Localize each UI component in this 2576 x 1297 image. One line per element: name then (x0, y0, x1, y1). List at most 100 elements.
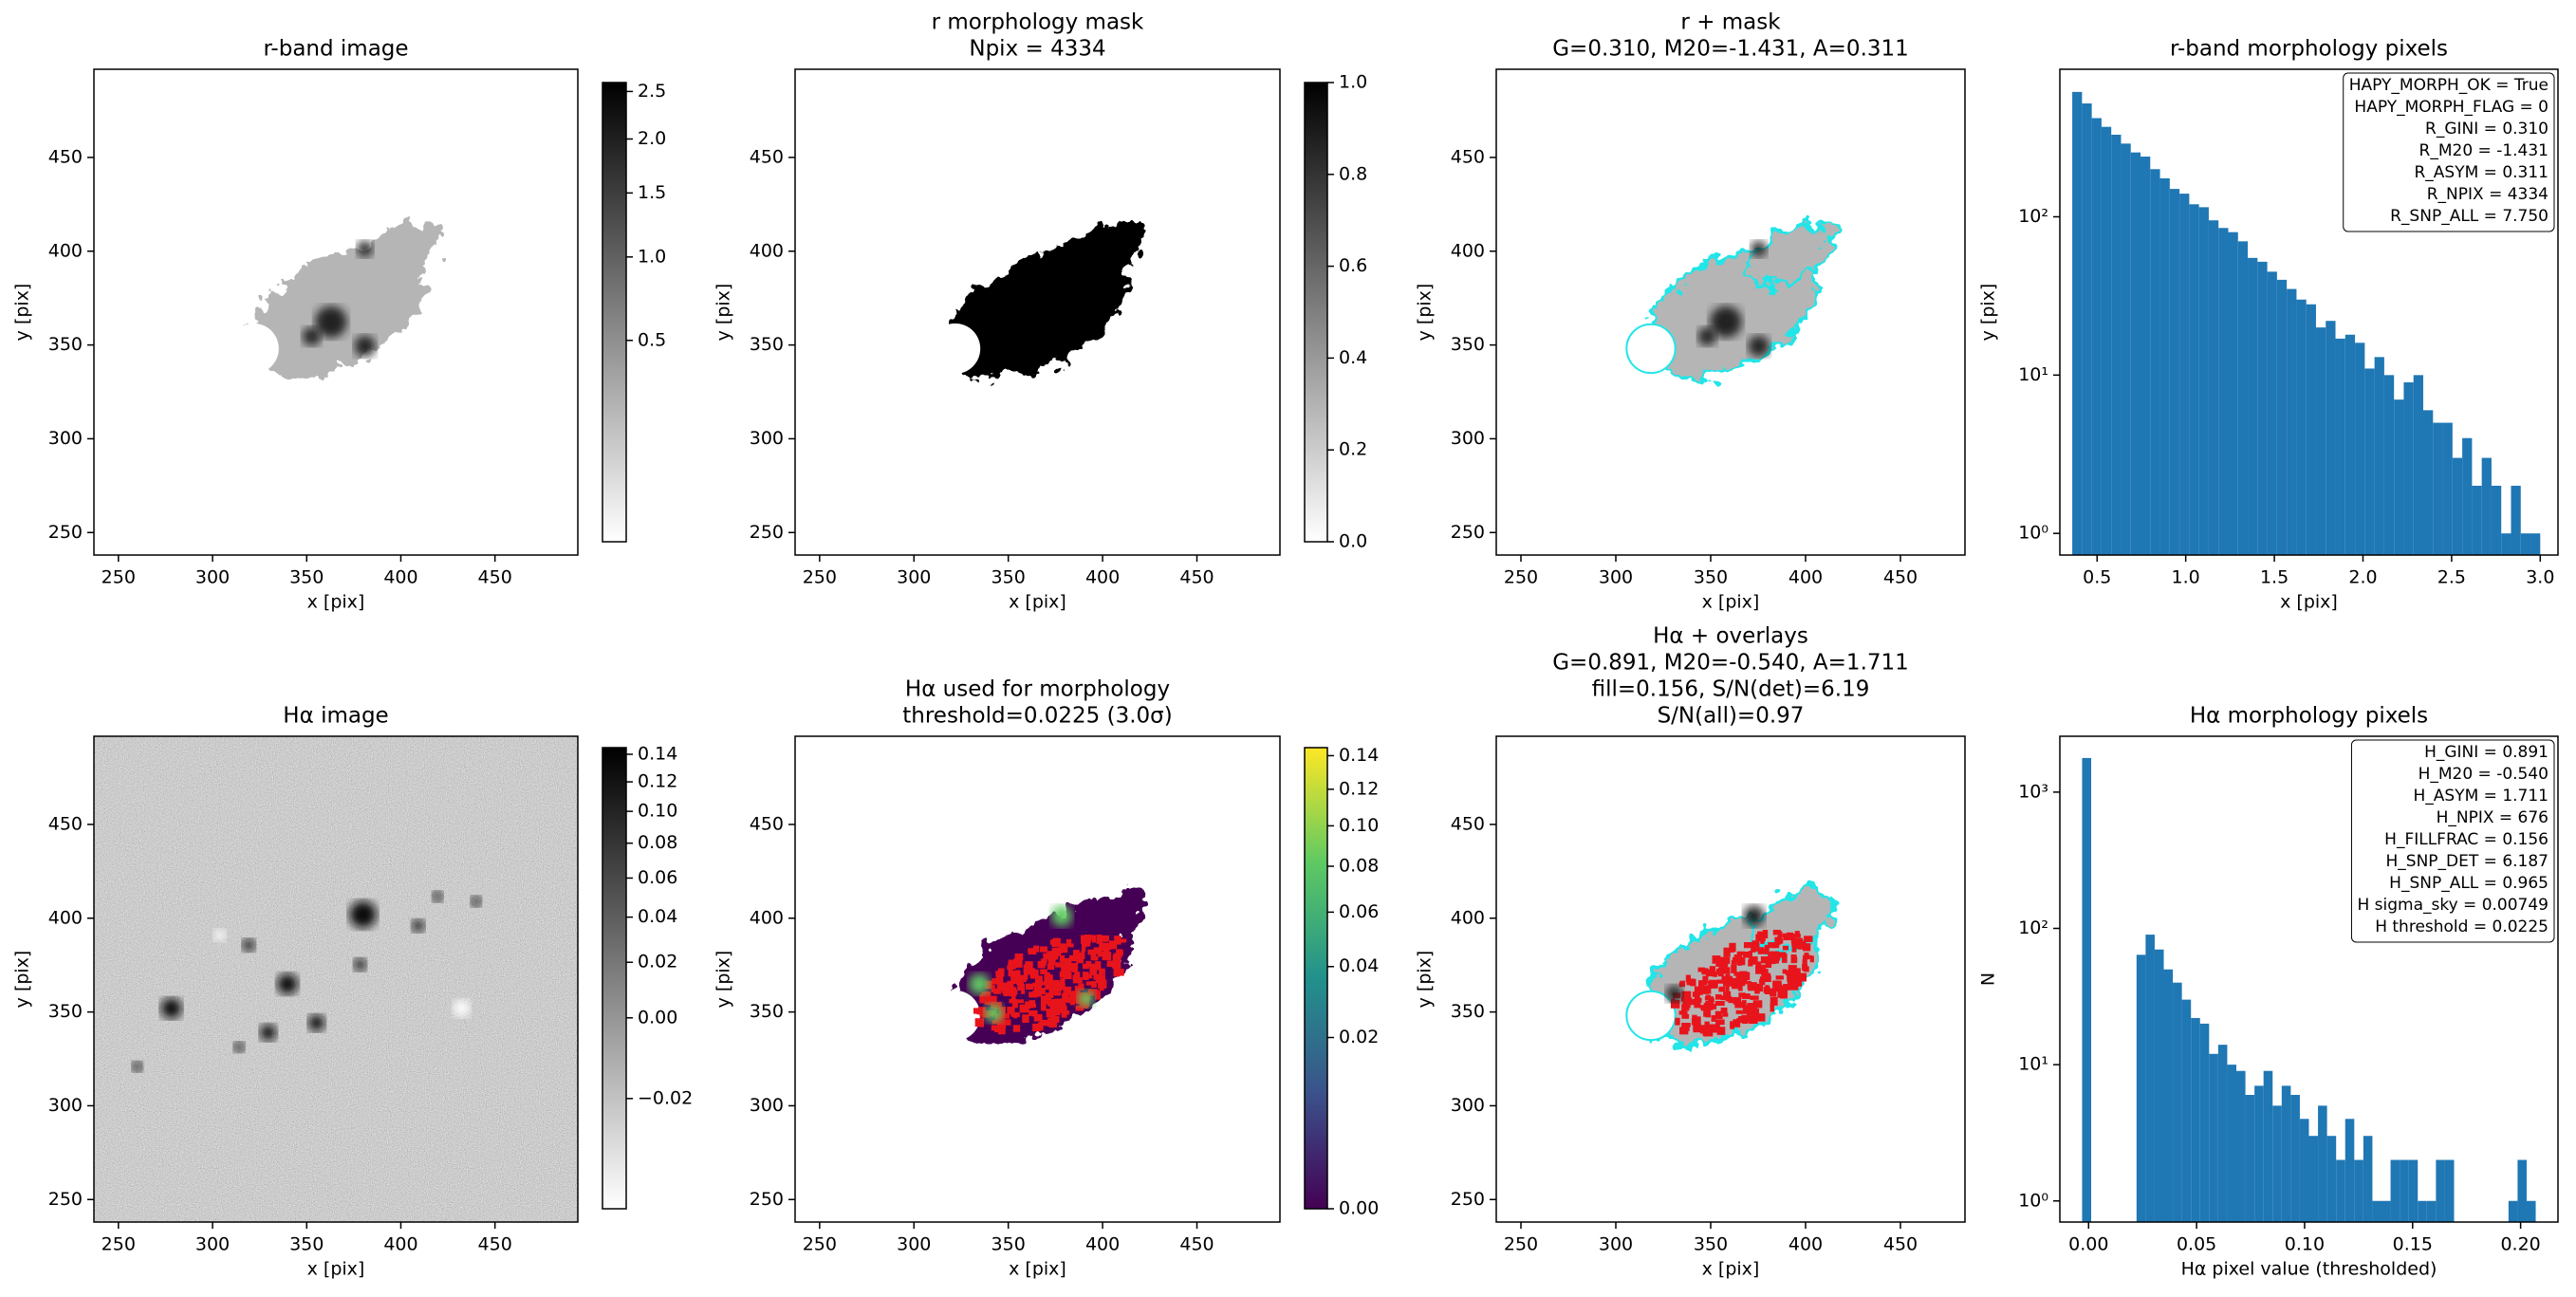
detected-pixel (1119, 950, 1123, 955)
colorbar-tick-label: 0.04 (638, 906, 677, 927)
detected-pixel (1053, 991, 1062, 996)
detected-pixel (1689, 978, 1696, 987)
x-tick-label: 400 (1788, 1234, 1823, 1255)
bright-spot (307, 1014, 325, 1031)
detected-pixel (1016, 970, 1021, 975)
panel-title: Npix = 4334 (969, 37, 1105, 62)
hist-bar (2181, 999, 2192, 1222)
detected-pixel (1082, 942, 1088, 947)
detected-pixel (1736, 956, 1746, 966)
detected-pixel (1064, 957, 1072, 968)
y-tick-label: 250 (750, 1189, 784, 1210)
detected-pixel (1059, 954, 1066, 963)
bright-spot (1748, 335, 1770, 358)
detected-pixel (1117, 956, 1121, 963)
detected-pixel (1757, 966, 1767, 974)
panel-title: Hα morphology pixels (2190, 704, 2428, 729)
detected-pixel (1040, 995, 1049, 1005)
detected-pixel (1001, 982, 1010, 991)
hist-bar (2082, 757, 2092, 1222)
detected-pixel (1093, 947, 1101, 954)
detected-pixel (989, 995, 997, 1006)
detected-pixel (979, 994, 986, 1004)
annotation-text: R_M20 = -1.431 (2419, 141, 2548, 160)
detected-pixel (1075, 1005, 1084, 1011)
hist-bar (2189, 204, 2199, 555)
detected-pixel (1704, 1028, 1714, 1037)
annotation-text: H_ASYM = 1.711 (2414, 787, 2548, 806)
panel-title: G=0.891, M20=-0.540, A=1.711 (1552, 651, 1909, 676)
detected-pixel (1709, 966, 1716, 973)
hist-bar (2436, 1159, 2445, 1222)
colorbar (602, 747, 627, 1210)
detected-pixel (1060, 977, 1066, 988)
colorbar-tick-label: −0.02 (638, 1087, 693, 1108)
detected-pixel (1714, 1010, 1722, 1019)
detected-pixel (1047, 963, 1055, 971)
detected-pixel (1803, 943, 1811, 952)
detected-pixel (1068, 954, 1079, 962)
x-tick-label: 400 (1085, 567, 1120, 588)
detected-pixel (1757, 947, 1765, 954)
hist-bar (2511, 485, 2521, 555)
detected-pixel (1742, 1019, 1749, 1025)
x-tick-label: 350 (289, 567, 324, 588)
hist-bar (2091, 118, 2102, 555)
panel-title: r morphology mask (932, 10, 1144, 35)
detected-pixel (1694, 1002, 1701, 1009)
hist-bar (2318, 1105, 2327, 1222)
y-axis-label: N (1978, 973, 1999, 986)
detected-pixel (1741, 1014, 1751, 1022)
detected-pixel (1693, 1021, 1701, 1030)
detected-pixel (1783, 984, 1789, 991)
detected-pixel (1028, 950, 1037, 955)
annotation-text: H_SNP_DET = 6.187 (2386, 852, 2548, 871)
detected-pixel (1082, 963, 1089, 970)
hist-bar (2364, 368, 2375, 555)
panel-title: Hα image (283, 704, 388, 729)
y-tick-label: 300 (1451, 428, 1485, 449)
hist-bar (2315, 327, 2326, 555)
detected-pixel (1722, 1012, 1729, 1017)
detected-pixel (1782, 945, 1788, 951)
bright-spot (984, 1003, 1004, 1023)
detected-pixel (1040, 1003, 1047, 1011)
annotation-text: HAPY_MORPH_OK = True (2349, 76, 2548, 95)
x-tick-label: 250 (803, 567, 837, 588)
colorbar-tick-label: 1.0 (638, 246, 666, 267)
y-tick-label: 250 (48, 522, 83, 543)
detected-pixel (1686, 997, 1693, 1003)
x-axis-label: x [pix] (2280, 592, 2338, 613)
detected-pixel (1751, 944, 1756, 950)
hist-bar (2248, 257, 2258, 555)
y-axis-label: y [pix] (1415, 951, 1436, 1009)
axes-frame (1495, 68, 1966, 556)
detected-pixel (1770, 952, 1781, 961)
detected-pixel (1747, 1003, 1754, 1012)
detected-pixel (1044, 974, 1053, 985)
detected-pixel (1752, 1000, 1763, 1009)
detected-pixel (1770, 988, 1777, 997)
source-region (948, 221, 1144, 379)
detected-pixel (1063, 972, 1072, 980)
x-tick-label: 350 (991, 1234, 1026, 1255)
detected-pixel (1029, 968, 1036, 976)
hist-bar (2306, 304, 2316, 555)
bright-spot (242, 938, 255, 952)
detected-pixel (1749, 1015, 1758, 1025)
hist-bar (2481, 457, 2492, 555)
detected-pixel (995, 971, 1004, 977)
hist-bar (2452, 457, 2463, 555)
detected-pixel (1053, 937, 1061, 947)
bright-spot (1051, 905, 1073, 927)
detected-pixel (1007, 1007, 1015, 1014)
panel-title: fill=0.156, S/N(det)=6.19 (1592, 677, 1870, 702)
x-tick-label: 350 (1694, 1234, 1728, 1255)
detected-pixel (1718, 988, 1723, 992)
colorbar-tick-label: 0.02 (1339, 1027, 1379, 1047)
detected-pixel (1790, 954, 1797, 964)
detected-pixel (1062, 992, 1069, 1003)
detected-pixel (1106, 960, 1115, 968)
detected-pixel (1097, 979, 1107, 989)
region-tail (1747, 219, 1837, 288)
